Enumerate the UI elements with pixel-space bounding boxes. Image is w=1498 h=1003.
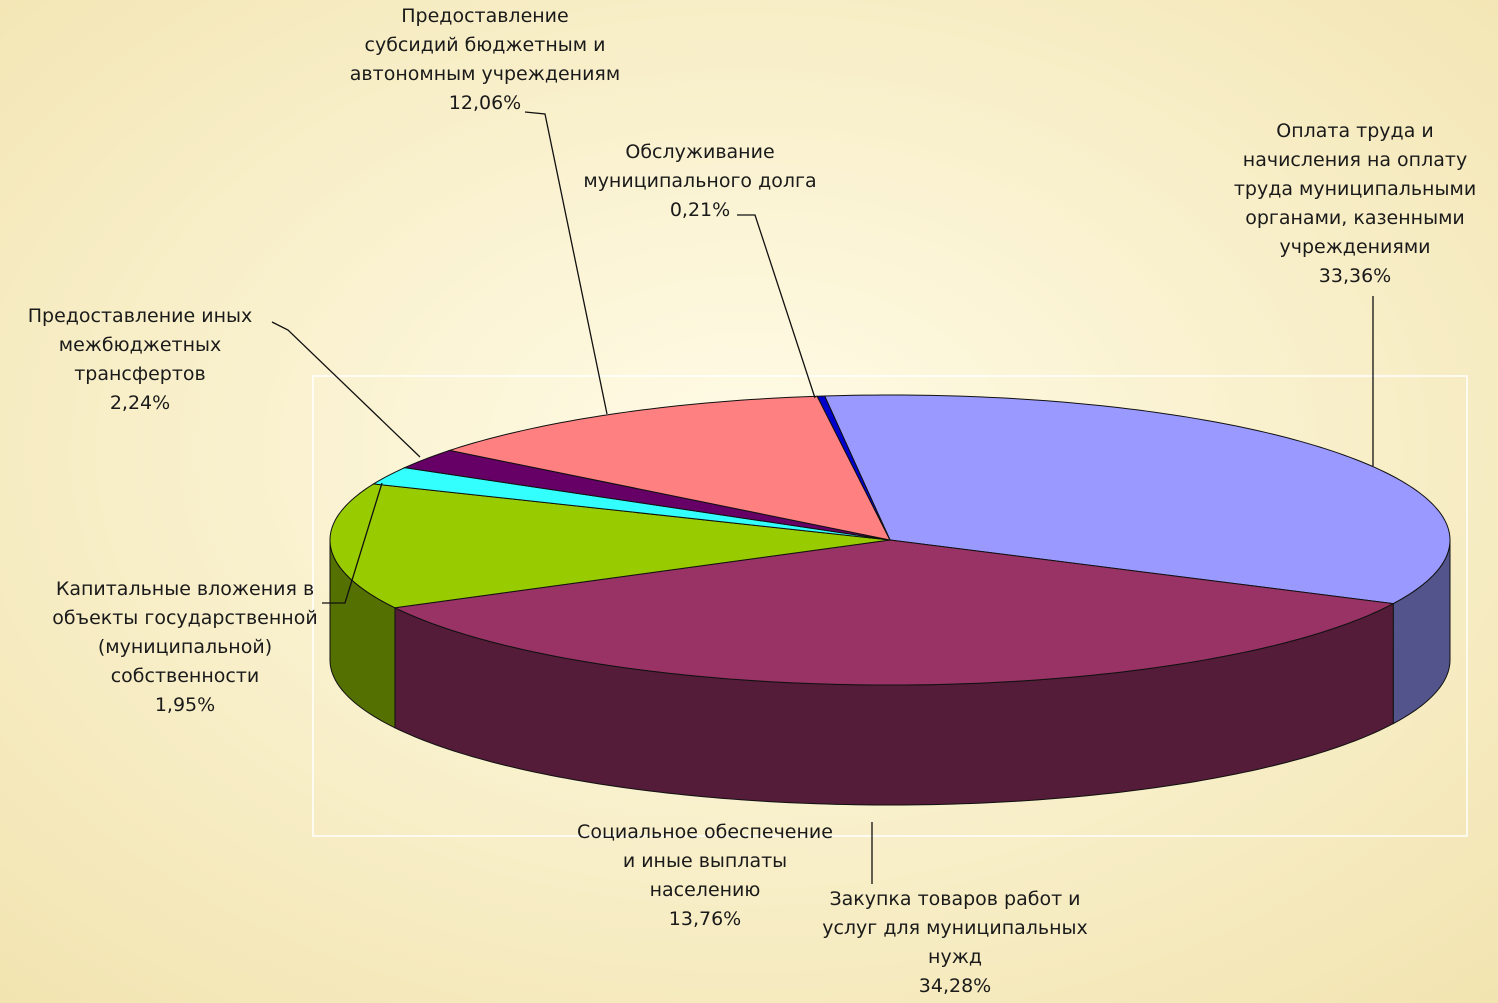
leader-line <box>737 214 816 399</box>
slice-label: Капитальные вложения в объекты государств… <box>52 578 317 687</box>
value-label: 13,76% <box>669 908 741 930</box>
slice-label: Предоставление субсидий бюджетным и автоно… <box>350 5 620 85</box>
slice <box>393 539 1395 686</box>
value-label: 2,24% <box>110 392 170 414</box>
slice <box>447 395 891 541</box>
slice-label: Социальное обеспечение и иные выплаты насе… <box>577 821 833 901</box>
value-label: 33,36% <box>1319 265 1391 287</box>
leader-line <box>322 482 383 604</box>
leader-line <box>271 321 421 458</box>
slice <box>372 467 891 541</box>
plot-area <box>312 375 1468 837</box>
slice <box>402 449 891 541</box>
slice-label: Закупка товаров работ и услуг для муницип… <box>822 888 1088 968</box>
value-label: 34,28% <box>919 975 991 997</box>
slice-label: Оплата труда и начисления на оплату труда … <box>1234 120 1476 258</box>
slice <box>329 483 891 609</box>
slice <box>816 395 891 541</box>
value-label: 1,95% <box>155 694 215 716</box>
leader-line <box>524 111 608 415</box>
slice-label: Предоставление иных межбюджетных трансферт… <box>28 305 253 385</box>
slice-label: Обслуживание муниципального долга <box>583 141 816 192</box>
value-label: 12,06% <box>449 92 521 114</box>
value-label: 0,21% <box>670 199 730 221</box>
